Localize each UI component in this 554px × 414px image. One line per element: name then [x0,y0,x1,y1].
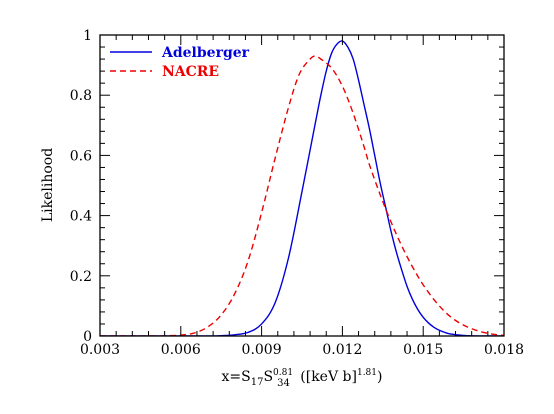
series-nacre-line [100,55,504,336]
x-label-sub-34: 34 [277,378,290,389]
x-tick-label: 0.015 [403,342,443,358]
x-label-units-close: ) [377,369,382,385]
x-label-sup-081: 0.81 [273,368,293,378]
x-label-prefix: x=S [222,369,251,385]
y-tick-label: 0.2 [70,269,92,285]
y-tick-label: 0.8 [70,88,92,104]
x-tick-label: 0.006 [161,342,201,358]
legend-label-adelberger: Adelberger [161,45,250,61]
x-tick-label: 0.018 [484,342,524,358]
legend: Adelberger NACRE [110,45,250,80]
legend-label-nacre: NACRE [162,64,219,80]
axis-ticks [99,34,505,337]
y-tick-labels: 0 0.2 0.4 0.6 0.8 1 [70,28,92,345]
x-label-s34: S [263,369,273,385]
y-axis-label: Likelihood [40,148,56,222]
y-tick-label: 0 [83,329,92,345]
x-tick-label: 0.012 [322,342,362,358]
plot-area [100,40,504,336]
series-adelberger-line [100,40,504,336]
y-tick-label: 0.4 [70,209,92,225]
plot-frame [99,34,505,337]
x-tick-label: 0.009 [242,342,282,358]
y-tick-label: 1 [83,28,92,44]
x-label-units-sup: 1.81 [357,368,377,378]
x-axis-label: x=S17S0.81 34 ([keV b]1.81) [222,368,383,389]
x-label-units: ([keV b] [296,369,357,385]
x-tick-label: 0.003 [80,342,120,358]
y-tick-label: 0.6 [70,148,92,164]
x-tick-labels: 0.003 0.006 0.009 0.012 0.015 0.018 [80,342,524,358]
x-label-sub-17: 17 [251,377,264,388]
